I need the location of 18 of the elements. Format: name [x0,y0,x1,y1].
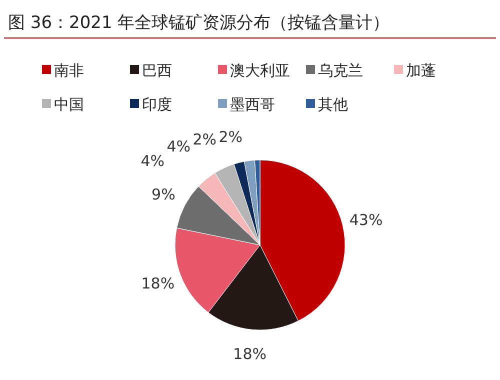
data-label: 9% [152,186,176,204]
legend-label: 南非 [54,61,84,80]
legend-label: 巴西 [142,61,172,80]
legend-label: 中国 [54,95,84,114]
chart-title: 图 36：2021 年全球锰矿资源分布（按锰含量计） [8,13,390,33]
legend-label: 乌克兰 [318,61,363,80]
data-label: 18% [233,344,267,363]
data-label: 18% [141,274,175,292]
legend-label: 其他 [318,95,348,114]
legend-label: 澳大利亚 [230,61,290,80]
data-label: 4% [140,152,165,170]
data-label: 4% [166,137,191,156]
data-label: 43% [349,211,383,230]
data-label: 2% [218,128,243,146]
legend-label: 印度 [142,95,172,114]
legend-label: 加蓬 [406,61,436,80]
data-label: 2% [192,130,217,149]
legend-label: 墨西哥 [230,95,275,114]
